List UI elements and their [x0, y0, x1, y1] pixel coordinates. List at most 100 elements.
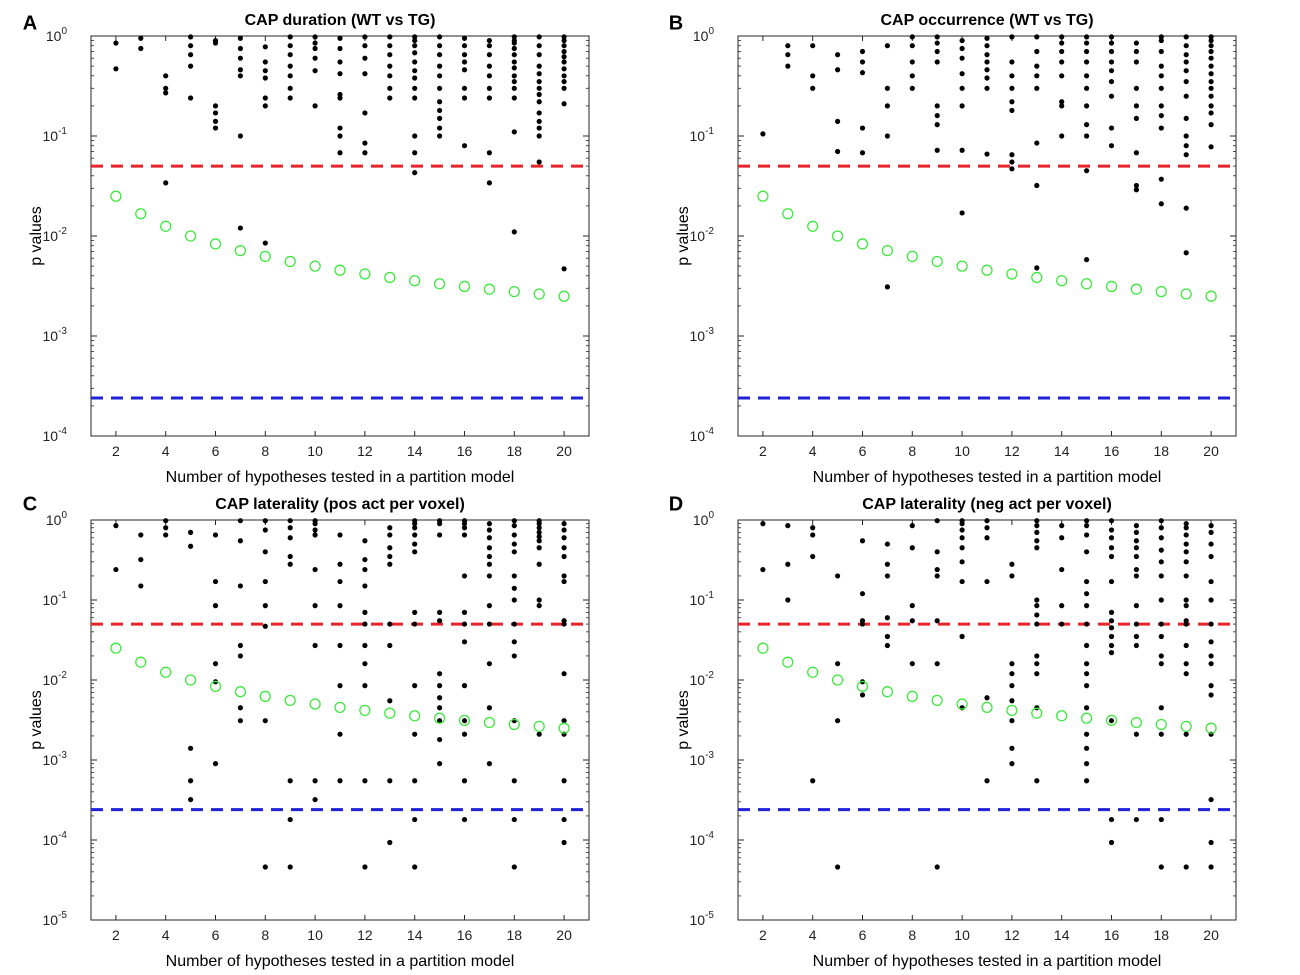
data-point — [810, 85, 816, 91]
threshold-marker — [856, 680, 869, 692]
threshold-marker — [234, 244, 247, 257]
data-point — [362, 583, 368, 589]
data-point — [1034, 597, 1040, 603]
data-point — [437, 683, 443, 689]
data-point — [1208, 864, 1214, 870]
data-point — [1208, 529, 1214, 535]
data-point — [1133, 553, 1139, 560]
data-point — [387, 839, 393, 846]
data-point — [1208, 55, 1214, 61]
data-point — [934, 549, 940, 555]
data-point — [486, 573, 492, 579]
data-point — [1108, 816, 1115, 823]
data-point — [1084, 168, 1090, 174]
data-point — [1108, 78, 1115, 85]
data-point — [412, 683, 418, 689]
data-point — [1208, 144, 1214, 150]
threshold-marker — [259, 690, 271, 702]
data-point — [561, 43, 567, 49]
data-point — [337, 778, 343, 784]
data-point — [262, 549, 268, 555]
data-point — [1009, 73, 1015, 79]
y-tick-label: 10-1 — [43, 126, 68, 144]
data-point — [959, 578, 965, 585]
y-tick-exponent: -2 — [58, 670, 67, 681]
data-point — [312, 40, 318, 46]
data-point — [1183, 671, 1189, 677]
panel-a: A CAP duration (WT vs TG) 2 4 6 8 10 12 14 16 18 20… — [23, 12, 590, 486]
threshold-marker — [1155, 285, 1167, 298]
data-point — [1183, 603, 1189, 609]
data-point — [337, 133, 343, 139]
data-point — [1034, 48, 1040, 55]
threshold-marker — [359, 704, 371, 717]
data-point — [1183, 559, 1189, 565]
data-point — [561, 578, 567, 585]
data-point — [984, 778, 990, 784]
data-point — [1084, 661, 1090, 667]
data-point — [262, 578, 268, 585]
data-point — [212, 661, 219, 667]
data-point — [486, 37, 492, 44]
data-point — [1108, 650, 1115, 656]
data-point — [287, 95, 293, 101]
y-tick-exponent: -4 — [58, 426, 67, 437]
data-point — [1158, 525, 1164, 531]
data-point — [262, 75, 268, 81]
data-point — [337, 125, 343, 131]
y-tick-label: 10-2 — [43, 670, 68, 688]
data-point — [1009, 34, 1015, 40]
data-point — [212, 40, 219, 46]
data-point — [1183, 525, 1189, 531]
data-point — [412, 50, 418, 56]
x-axis-label: Number of hypotheses tested in a partiti… — [166, 953, 515, 970]
data-point — [1009, 166, 1015, 172]
data-point — [536, 159, 542, 165]
data-point — [412, 541, 418, 547]
data-point — [312, 642, 318, 649]
y-axis-label: p values — [675, 690, 692, 750]
data-point — [511, 129, 517, 135]
data-point — [934, 59, 940, 65]
data-point — [412, 34, 418, 40]
data-point — [561, 37, 567, 44]
data-point — [561, 73, 567, 79]
data-point — [1009, 85, 1015, 91]
data-point — [1183, 43, 1189, 49]
threshold-marker — [1105, 280, 1118, 293]
threshold-marker — [1006, 268, 1018, 280]
y-tick-exponent: -1 — [58, 126, 67, 137]
data-point — [1059, 103, 1065, 109]
data-point — [1108, 68, 1115, 74]
threshold-marker — [981, 701, 993, 714]
x-tick-label: 8 — [261, 443, 269, 459]
data-point — [934, 48, 940, 55]
data-point — [934, 122, 940, 128]
data-point — [884, 573, 891, 579]
data-point — [1158, 103, 1164, 109]
data-point — [1183, 573, 1189, 579]
data-point — [486, 545, 492, 551]
data-point — [1009, 661, 1015, 667]
x-tick-label: 12 — [1004, 443, 1020, 459]
data-point — [287, 34, 293, 40]
data-point — [1084, 671, 1090, 677]
data-point — [1183, 521, 1189, 527]
data-point — [437, 609, 443, 615]
x-tick-label: 2 — [112, 443, 120, 459]
data-point — [561, 778, 567, 784]
data-point — [1133, 187, 1139, 193]
threshold-marker — [508, 718, 520, 731]
data-point — [113, 566, 119, 573]
data-point — [511, 653, 517, 659]
threshold-marker — [1180, 288, 1192, 300]
data-point — [1084, 34, 1090, 40]
data-point — [188, 745, 194, 751]
x-tick-label: 8 — [908, 443, 916, 459]
data-point — [1009, 573, 1015, 579]
data-point — [1059, 34, 1065, 40]
threshold-marker — [1205, 722, 1217, 734]
data-point — [387, 532, 393, 538]
data-point — [312, 34, 318, 40]
data-point — [1183, 642, 1189, 649]
